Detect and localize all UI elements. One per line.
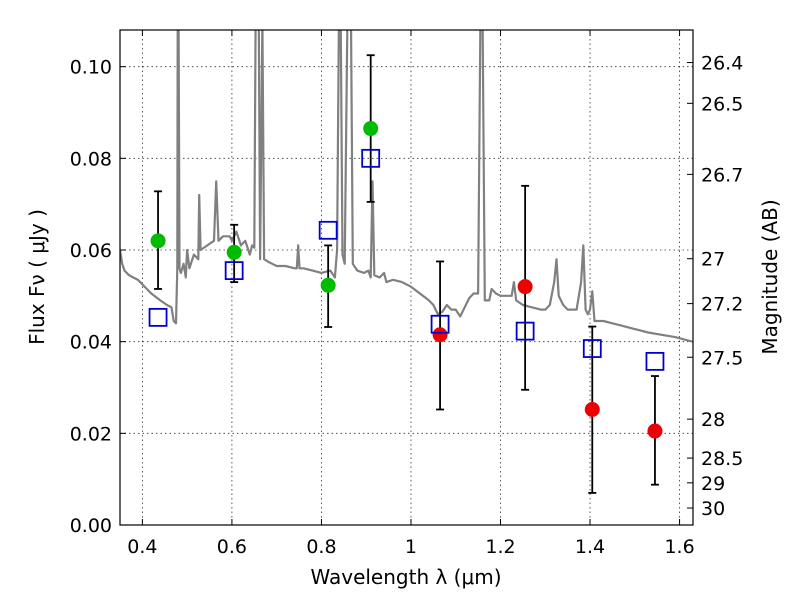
data-point-circle [363,121,379,137]
y2-tick-label: 30 [701,498,725,520]
data-point-square [430,314,450,334]
y2-tick-label: 28 [701,409,725,431]
y-axis-magnitude: 26.4 26.5 26.7 27 27.2 27.5 28 28.5 29 30 [687,53,743,520]
y2-tick-label: 26.7 [701,164,743,186]
y-tick-label: 0.04 [70,332,112,354]
y2-tick-label: 26.4 [701,53,743,75]
data-point-circle [432,327,448,343]
data-point-square [148,307,168,327]
y2-tick-label: 29 [701,473,725,495]
data-point-square [645,351,665,371]
x-tick-label: 0.4 [127,536,157,558]
y2-tick-label: 27.2 [701,294,743,316]
model-spectrum-line [120,30,693,343]
data-point-square [224,261,244,281]
y2-tick-label: 28.5 [701,448,743,470]
x-axis: 0.4 0.6 0.8 1 1.2 1.4 1.6 [127,30,695,558]
data-point-square [361,148,381,168]
plot-frame [119,29,694,526]
y-tick-label: 0.10 [70,57,112,79]
plot-area [120,30,693,494]
data-point-square [318,220,338,240]
data-point-circle [150,233,166,249]
y-axis-flux: 0.00 0.02 0.04 0.06 0.08 0.10 [70,57,126,537]
y-tick-label: 0.06 [70,240,112,262]
x-axis-label: Wavelength λ (μm) [310,565,501,589]
data-point-circle [647,423,663,439]
x-tick-label: 1 [405,536,417,558]
data-point-square [515,321,535,341]
x-tick-label: 1.4 [575,536,605,558]
y2-tick-label: 26.5 [701,93,743,115]
x-tick-label: 0.6 [217,536,247,558]
y-axis-label: Flux Fν ( μJy ) [25,209,49,345]
y-tick-label: 0.02 [70,423,112,445]
grid-lines [120,30,693,526]
y-tick-label: 0.08 [70,148,112,170]
y2-axis-label: Magnitude (AB) [758,199,782,354]
y2-tick-label: 27 [701,249,725,271]
data-point-circle [320,277,336,293]
x-tick-label: 0.8 [306,536,336,558]
x-tick-label: 1.6 [664,536,694,558]
data-point-circle [517,279,533,295]
y-tick-label: 0.00 [70,515,112,537]
data-point-square [582,339,602,358]
data-point-circle [226,244,242,260]
y2-tick-label: 27.5 [701,347,743,369]
data-point-circle [584,402,600,417]
x-tick-label: 1.2 [485,536,515,558]
